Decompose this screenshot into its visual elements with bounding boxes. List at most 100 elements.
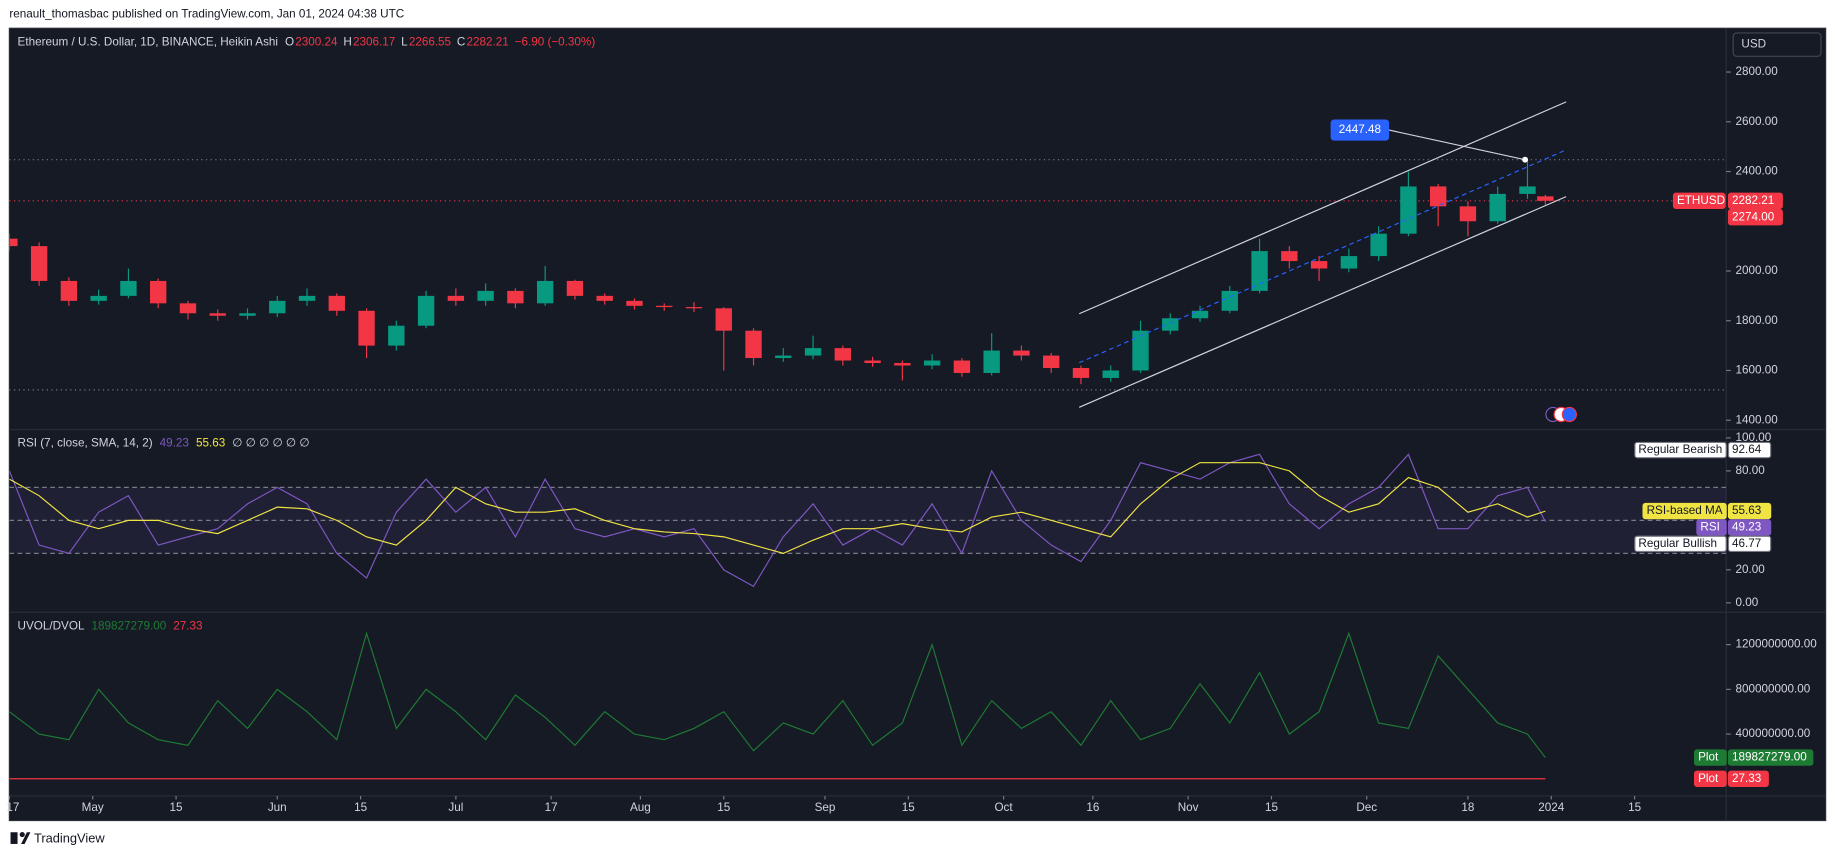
candle-body xyxy=(209,313,226,316)
candle-body xyxy=(983,350,1000,373)
series-tag-name-box xyxy=(1696,519,1727,536)
indicator-empty: ∅ ∅ ∅ ∅ ∅ ∅ xyxy=(232,437,309,450)
y-tick-label: 80.00 xyxy=(1736,464,1766,477)
series-tag-value-box xyxy=(1727,749,1814,766)
candle-body xyxy=(685,307,703,309)
x-tick-label: 2024 xyxy=(1538,801,1565,814)
indicator-value: 27.33 xyxy=(173,619,202,632)
candle-body xyxy=(745,330,762,359)
x-tick-label: 15 xyxy=(717,801,731,814)
candle-body xyxy=(953,360,971,373)
candle-body xyxy=(269,300,286,314)
candle-body xyxy=(120,280,137,296)
y-tick-label: 1600.00 xyxy=(1736,364,1779,377)
x-tick-label: Dec xyxy=(1356,801,1377,814)
indicator-value: 189827279.00 xyxy=(91,619,166,632)
second-price-tag: 2274.00 xyxy=(1732,210,1775,223)
candle-body xyxy=(1400,186,1417,234)
candle-body xyxy=(566,280,584,296)
channel-upper xyxy=(1078,101,1567,315)
last-price-tag-box xyxy=(1727,192,1783,210)
y-tick-label: 0.00 xyxy=(1736,596,1759,609)
currency-button[interactable] xyxy=(1732,32,1822,57)
rsi-band xyxy=(9,487,1727,554)
pane-header: Ethereum / U.S. Dollar, 1D, BINANCE, Hei… xyxy=(18,35,596,48)
x-tick-label: Jul xyxy=(448,801,463,814)
series-tag-value-box xyxy=(1727,770,1769,787)
currency-label[interactable]: USD xyxy=(1741,38,1766,51)
candle-body xyxy=(536,280,554,304)
candle-body xyxy=(60,280,78,301)
y-tick-label: 1200000000.00 xyxy=(1736,638,1818,651)
divergence-name-box xyxy=(1634,535,1727,553)
x-tick-label: 15 xyxy=(902,801,916,814)
ohlc-label: O xyxy=(285,35,294,48)
brand-logo xyxy=(21,832,31,844)
series-line xyxy=(9,462,1546,554)
symbol-tag-box xyxy=(1672,192,1726,210)
series-tag-name: RSI-based MA xyxy=(1647,504,1723,517)
candle-body xyxy=(864,360,881,364)
candle-body xyxy=(1489,193,1506,222)
candle-body xyxy=(1310,261,1328,269)
y-tick-label: 2800.00 xyxy=(1736,65,1779,78)
candle-body xyxy=(834,348,852,361)
indicator-title: UVOL/DVOL xyxy=(18,619,85,632)
series-tag-name-box xyxy=(1693,770,1727,787)
series-line xyxy=(9,631,1546,758)
x-tick-label: 17 xyxy=(545,801,558,814)
x-tick-label: Oct xyxy=(994,801,1013,814)
ohlc-value: 2306.17 xyxy=(353,35,395,48)
symbol-title: Ethereum / U.S. Dollar, 1D, BINANCE, Hei… xyxy=(18,35,278,48)
candle-body xyxy=(1072,367,1090,378)
x-tick-label: Aug xyxy=(630,801,651,814)
channel-lower xyxy=(1078,196,1567,408)
brand-logo xyxy=(19,832,25,838)
y-tick-label: 1400.00 xyxy=(1736,413,1779,426)
pane-header: UVOL/DVOL 189827279.00 27.33 xyxy=(18,619,203,632)
channel-middle xyxy=(1078,149,1567,364)
series-tag-name-box xyxy=(1642,502,1727,520)
series-tag-value: 27.33 xyxy=(1732,772,1761,785)
y-tick-label: 400000000.00 xyxy=(1736,727,1811,740)
candle-body xyxy=(150,280,167,304)
candle-body xyxy=(1519,186,1536,194)
x-tick-label: 18 xyxy=(1461,801,1474,814)
divergence-value: 92.64 xyxy=(1732,443,1762,456)
candle-body xyxy=(923,360,941,366)
indicator-title: RSI (7, close, SMA, 14, 2) xyxy=(18,437,153,450)
second-price-tag-box xyxy=(1727,209,1783,226)
candle-body xyxy=(90,295,107,301)
ohlc-value: 2300.24 xyxy=(295,35,338,48)
indicator-value: 49.23 xyxy=(160,437,189,450)
candle-body xyxy=(1043,355,1060,368)
series-tag-value: 55.63 xyxy=(1732,504,1761,517)
candle-body xyxy=(596,295,613,301)
candle-body xyxy=(1370,233,1387,257)
candle-body xyxy=(9,238,18,247)
candle-body xyxy=(1132,330,1149,371)
y-tick-label: 2000.00 xyxy=(1736,264,1779,277)
indicator-value: 55.63 xyxy=(196,437,225,450)
candle-body xyxy=(1013,350,1030,356)
candle-body xyxy=(1191,310,1209,319)
candle-body xyxy=(388,325,405,346)
x-tick-label: 17 xyxy=(6,801,19,814)
x-tick-label: 15 xyxy=(170,801,184,814)
series-tag-value-box xyxy=(1727,519,1772,536)
candle-body xyxy=(1340,256,1358,269)
ohlc-label: H xyxy=(343,35,351,48)
x-tick-label: 15 xyxy=(1628,801,1642,814)
series-tag-value: 49.23 xyxy=(1732,521,1761,534)
y-tick-label: 1800.00 xyxy=(1736,314,1779,327)
divergence-value-box xyxy=(1727,535,1772,553)
series-tag-value: 189827279.00 xyxy=(1732,751,1807,764)
price-change: −6.90 (−0.30%) xyxy=(515,35,596,48)
divergence-name-box xyxy=(1634,441,1727,459)
ohlc-value: 2266.55 xyxy=(409,35,452,48)
event-icon[interactable] xyxy=(1561,406,1577,423)
series-tag-value-box xyxy=(1727,502,1772,520)
candle-body xyxy=(775,355,792,359)
y-tick-label: 2400.00 xyxy=(1736,165,1779,178)
